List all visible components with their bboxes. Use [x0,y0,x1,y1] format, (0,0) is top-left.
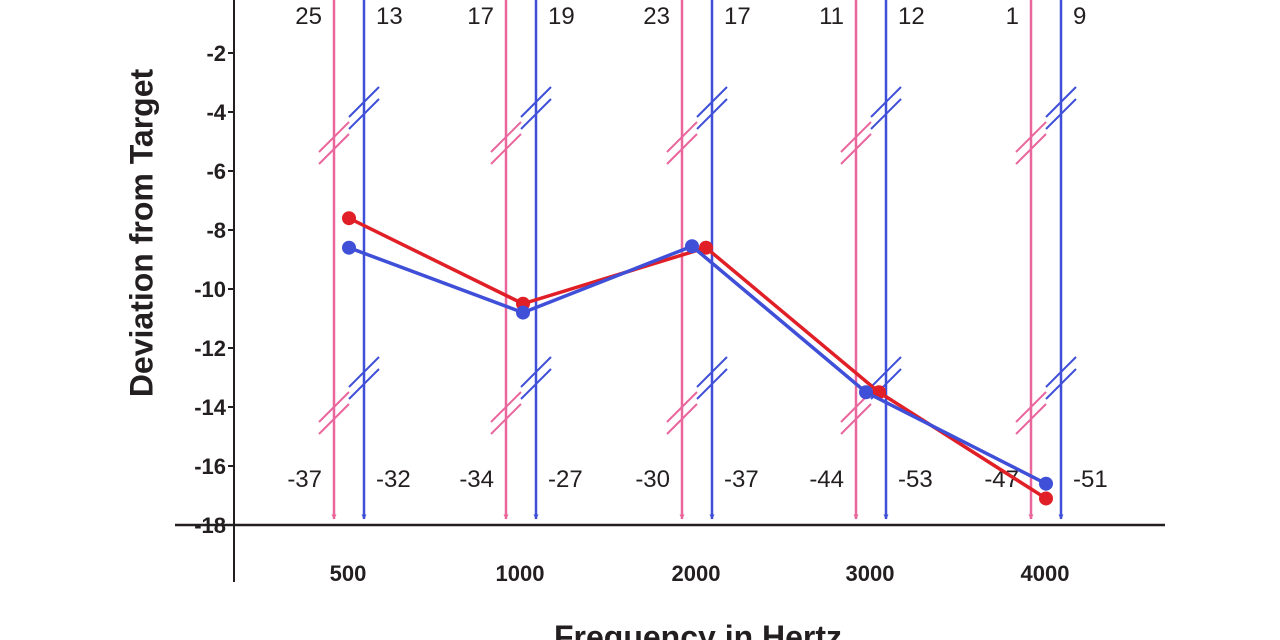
axis-break-mark [1045,356,1077,388]
y-tick-label: -10 [194,277,226,302]
range-max-label: 1 [1006,3,1019,30]
series-line [348,216,1047,500]
axis-break-mark [318,121,350,153]
axis-break-mark [666,403,698,435]
range-max-label: 17 [724,3,751,30]
axis-break-mark [1045,98,1077,130]
range-min-label: -44 [809,466,844,493]
axis-break-mark [490,391,522,423]
range-min-label: -51 [1073,466,1108,493]
data-point [699,240,713,255]
range-min-label: -37 [724,466,759,493]
data-point [342,240,356,255]
arrows-layer: 25-3717-3423-3011-441-4713-3219-2717-371… [287,0,1108,520]
data-point [516,305,530,320]
axis-break-mark [870,356,902,388]
range-min-label: -34 [459,466,494,493]
y-tick-label: -16 [194,454,226,479]
range-max-label: 9 [1073,3,1086,30]
range-max-label: 25 [295,3,322,30]
axis-break-mark [1015,391,1047,423]
range-min-label: -53 [898,466,933,493]
axis-break-mark [1015,133,1047,165]
x-tick-label: 3000 [846,561,895,586]
y-tick-label: -6 [206,159,226,184]
x-tick-label: 4000 [1021,561,1070,586]
axis-break-mark [870,86,902,118]
axis-break-mark [490,121,522,153]
range-min-label: -37 [287,466,322,493]
range-max-label: 12 [898,3,925,30]
axis-break-mark [1015,121,1047,153]
axis-break-mark [840,121,872,153]
axis-break-mark [318,133,350,165]
axis-break-mark [1015,403,1047,435]
axis-break-mark [666,133,698,165]
ticks-layer: -2 -4 -6 -8 -10 -12 -14 -16 -18 500 1000 2000 3000 40… [194,41,1069,586]
axis-break-mark [1045,368,1077,400]
axis-break-mark [348,98,380,130]
y-tick-label: -4 [206,100,226,125]
range-max-label: 19 [548,3,575,30]
range-max-label: 23 [643,3,670,30]
axis-break-mark [520,86,552,118]
y-tick-label: -8 [206,218,226,243]
data-point [342,211,356,226]
axis-break-mark [666,391,698,423]
x-tick-label: 2000 [672,561,721,586]
axis-break-mark [840,403,872,435]
data-point [1039,476,1053,491]
series-layer [342,211,1053,506]
axis-break-mark [696,98,728,130]
axis-break-mark [490,403,522,435]
axis-break-mark [696,356,728,388]
axis-break-mark [318,391,350,423]
range-max-label: 13 [376,3,403,30]
axis-break-mark [520,368,552,400]
axis-break-mark [666,121,698,153]
range-max-label: 17 [467,3,494,30]
axis-break-mark [318,403,350,435]
axis-break-mark [348,368,380,400]
data-point [859,385,873,400]
axis-break-mark [840,133,872,165]
axis-break-mark [520,98,552,130]
range-min-label: -32 [376,466,411,493]
axis-break-mark [348,86,380,118]
series-line [348,244,1047,486]
y-tick-label: -14 [194,395,227,420]
x-tick-label: 500 [330,561,367,586]
y-tick-label: -18 [194,513,226,538]
y-tick-label: -12 [194,336,226,361]
range-max-label: 11 [819,3,844,30]
axis-break-mark [1045,86,1077,118]
axis-break-mark [520,356,552,388]
axis-break-mark [348,356,380,388]
axis-break-mark [696,368,728,400]
data-point [1039,491,1053,506]
axis-break-mark [870,98,902,130]
y-tick-label: -2 [206,41,226,66]
range-min-label: -30 [635,466,670,493]
axis-break-mark [696,86,728,118]
range-min-label: -27 [548,466,583,493]
y-axis-label: Deviation from Target [123,68,159,397]
data-point [685,239,699,254]
x-tick-label: 1000 [496,561,545,586]
x-axis-label: Frequency in Hertz [554,619,842,640]
axis-break-mark [490,133,522,165]
